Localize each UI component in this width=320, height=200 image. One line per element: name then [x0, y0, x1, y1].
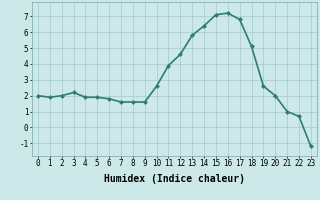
X-axis label: Humidex (Indice chaleur): Humidex (Indice chaleur): [104, 174, 245, 184]
